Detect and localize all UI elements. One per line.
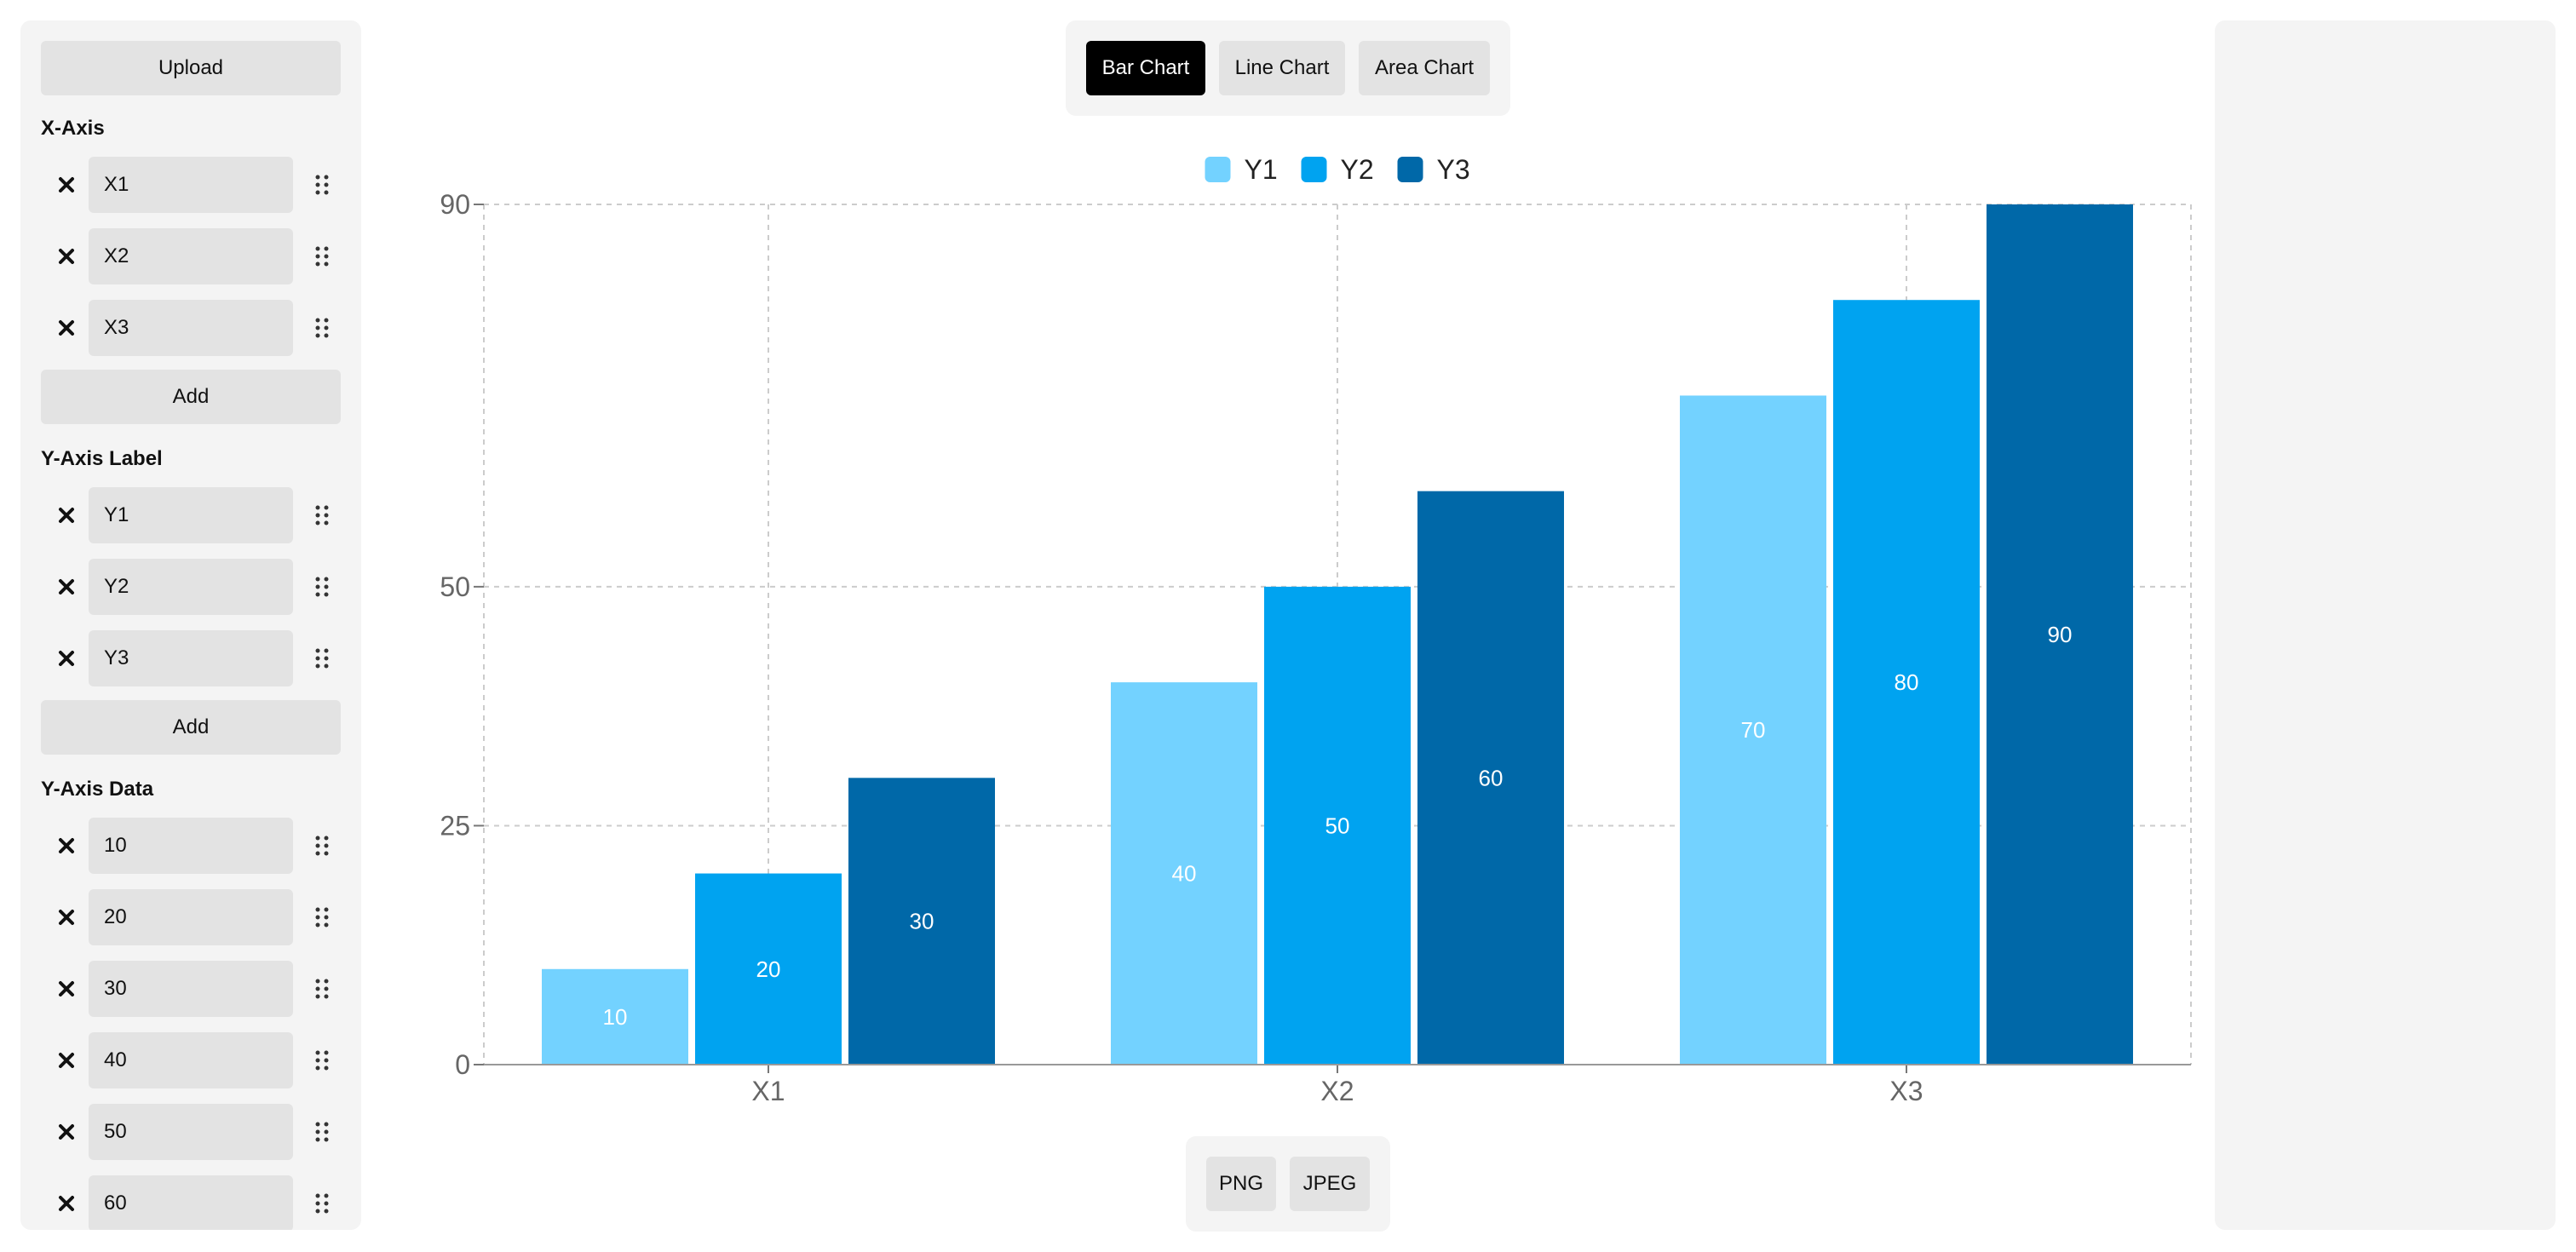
x-axis-item xyxy=(20,228,361,284)
x-axis-input-3[interactable] xyxy=(89,300,293,356)
bar-data-label: 40 xyxy=(1172,861,1197,887)
x-tick-label: X1 xyxy=(751,1076,785,1106)
legend-swatch xyxy=(1397,157,1423,182)
bar xyxy=(1111,682,1257,1065)
bar-data-label: 30 xyxy=(910,909,934,934)
bar xyxy=(695,873,842,1065)
drag-handle-icon[interactable] xyxy=(310,905,334,929)
bar xyxy=(542,968,688,1065)
legend-swatch xyxy=(1205,157,1231,182)
y-tick-label: 25 xyxy=(440,810,470,841)
add-y-label-button[interactable]: Add xyxy=(41,700,341,755)
drag-handle-icon[interactable] xyxy=(310,173,334,197)
x-axis-input-1[interactable] xyxy=(89,157,293,213)
close-icon[interactable] xyxy=(49,1043,83,1077)
close-icon[interactable] xyxy=(49,900,83,934)
x-tick-label: X2 xyxy=(1320,1076,1354,1106)
legend-swatch xyxy=(1301,157,1327,182)
drag-handle-icon[interactable] xyxy=(310,646,334,670)
legend-label: Y2 xyxy=(1341,154,1374,185)
y-label-input-1[interactable] xyxy=(89,487,293,543)
add-x-axis-button[interactable]: Add xyxy=(41,370,341,424)
bar xyxy=(1833,300,1980,1065)
close-icon[interactable] xyxy=(49,570,83,604)
y-data-item xyxy=(20,818,361,874)
area-chart-button[interactable]: Area Chart xyxy=(1359,41,1490,95)
y-axis-label-section-title: Y-Axis Label xyxy=(41,447,163,470)
drag-handle-icon[interactable] xyxy=(310,834,334,858)
y-tick-label: 0 xyxy=(455,1049,470,1080)
drag-handle-icon[interactable] xyxy=(310,1192,334,1215)
line-chart-button[interactable]: Line Chart xyxy=(1219,41,1345,95)
y-data-input-5[interactable] xyxy=(89,1104,293,1160)
drag-handle-icon[interactable] xyxy=(310,977,334,1001)
y-data-input-4[interactable] xyxy=(89,1032,293,1088)
y-label-input-2[interactable] xyxy=(89,559,293,615)
y-label-input-3[interactable] xyxy=(89,630,293,686)
close-icon[interactable] xyxy=(49,1115,83,1149)
y-tick-label: 50 xyxy=(440,571,470,602)
y-tick-label: 90 xyxy=(440,189,470,220)
legend: Y1 Y2 Y3 xyxy=(1205,154,1470,185)
y-data-item xyxy=(20,1104,361,1160)
drag-handle-icon[interactable] xyxy=(310,244,334,268)
close-icon[interactable] xyxy=(49,498,83,532)
bar xyxy=(1417,491,1564,1065)
close-icon[interactable] xyxy=(49,641,83,675)
y-data-item xyxy=(20,961,361,1017)
export-jpeg-button[interactable]: JPEG xyxy=(1290,1157,1370,1211)
bars-layer xyxy=(542,204,2133,1065)
close-icon[interactable] xyxy=(49,239,83,273)
sidebar: Upload X-Axis Add Y-Axis Label Add Y-Axi… xyxy=(20,20,361,1230)
x-axis-section-title: X-Axis xyxy=(41,117,105,140)
bar-chart: 0 25 50 90 10 20 30 X1 40 50 60 X2 70 80 90 X3 Y1 Y2 Y3 xyxy=(440,154,2192,1106)
bar-data-label: 10 xyxy=(603,1004,628,1030)
close-icon[interactable] xyxy=(49,1186,83,1220)
bar-data-label: 60 xyxy=(1479,765,1504,790)
x-tick-label: X3 xyxy=(1889,1076,1923,1106)
bar xyxy=(848,778,995,1065)
close-icon[interactable] xyxy=(49,829,83,863)
y-axis-data-section-title: Y-Axis Data xyxy=(41,778,154,801)
y-label-item xyxy=(20,559,361,615)
bar-chart-button[interactable]: Bar Chart xyxy=(1086,41,1205,95)
drag-handle-icon[interactable] xyxy=(310,316,334,340)
upload-button[interactable]: Upload xyxy=(41,41,341,95)
y-data-input-3[interactable] xyxy=(89,961,293,1017)
x-axis-item xyxy=(20,300,361,356)
bar-data-label: 80 xyxy=(1895,669,1919,695)
x-axis-input-2[interactable] xyxy=(89,228,293,284)
y-data-input-6[interactable] xyxy=(89,1175,293,1230)
bar-data-label: 50 xyxy=(1325,813,1350,838)
close-icon[interactable] xyxy=(49,168,83,202)
y-data-item xyxy=(20,1175,361,1230)
y-data-input-1[interactable] xyxy=(89,818,293,874)
legend-label: Y3 xyxy=(1437,154,1470,185)
bar xyxy=(1987,204,2133,1065)
y-data-item xyxy=(20,1032,361,1088)
drag-handle-icon[interactable] xyxy=(310,575,334,599)
y-label-item xyxy=(20,630,361,686)
right-panel xyxy=(2215,20,2556,1230)
export-toolbar: PNG JPEG xyxy=(1186,1136,1390,1232)
drag-handle-icon[interactable] xyxy=(310,1048,334,1072)
legend-label: Y1 xyxy=(1245,154,1278,185)
y-data-item xyxy=(20,889,361,945)
chart-type-toolbar: Bar Chart Line Chart Area Chart xyxy=(1066,20,1510,116)
bar xyxy=(1264,586,1411,1065)
x-axis-item xyxy=(20,157,361,213)
export-png-button[interactable]: PNG xyxy=(1206,1157,1276,1211)
close-icon[interactable] xyxy=(49,972,83,1006)
y-data-input-2[interactable] xyxy=(89,889,293,945)
bar xyxy=(1680,395,1826,1065)
drag-handle-icon[interactable] xyxy=(310,503,334,527)
bar-data-label: 20 xyxy=(756,956,781,982)
bar-data-label: 90 xyxy=(2048,622,2073,647)
bar-data-label: 70 xyxy=(1741,717,1766,743)
close-icon[interactable] xyxy=(49,311,83,345)
drag-handle-icon[interactable] xyxy=(310,1120,334,1144)
y-label-item xyxy=(20,487,361,543)
